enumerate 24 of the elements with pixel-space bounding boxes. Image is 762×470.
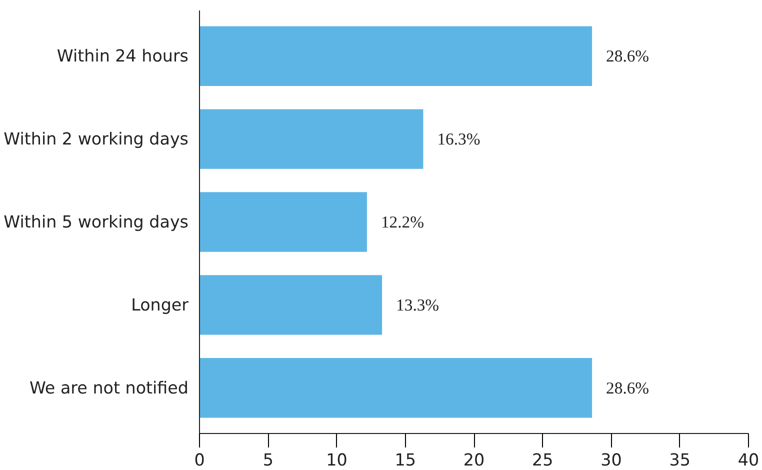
y-tick-label: Longer — [131, 295, 189, 314]
data-label: 13.3% — [396, 295, 440, 314]
x-tick-label: 40 — [738, 450, 760, 470]
y-tick-label: Within 24 hours — [56, 46, 189, 66]
y-tick-label: Within 5 working days — [4, 212, 189, 232]
bar — [200, 109, 424, 169]
x-tick-label: 15 — [394, 450, 416, 470]
x-tick-label: 0 — [194, 450, 205, 470]
x-tick-label: 10 — [326, 450, 348, 470]
x-tick-label: 30 — [600, 450, 622, 470]
bar — [200, 192, 367, 252]
x-tick-label: 20 — [463, 450, 485, 470]
data-label: 28.6% — [606, 46, 650, 66]
x-tick-label: 35 — [669, 450, 690, 470]
x-tick-label: 5 — [262, 450, 274, 470]
data-label: 16.3% — [437, 130, 480, 149]
bar — [200, 275, 382, 335]
bar — [200, 358, 592, 418]
y-tick-label: We are not notified — [29, 378, 189, 398]
bar — [200, 26, 592, 86]
x-tick-label: 25 — [532, 450, 554, 470]
y-tick-label: Within 2 working days — [4, 130, 189, 149]
data-label: 12.2% — [380, 212, 424, 232]
data-label: 28.6% — [606, 378, 650, 398]
